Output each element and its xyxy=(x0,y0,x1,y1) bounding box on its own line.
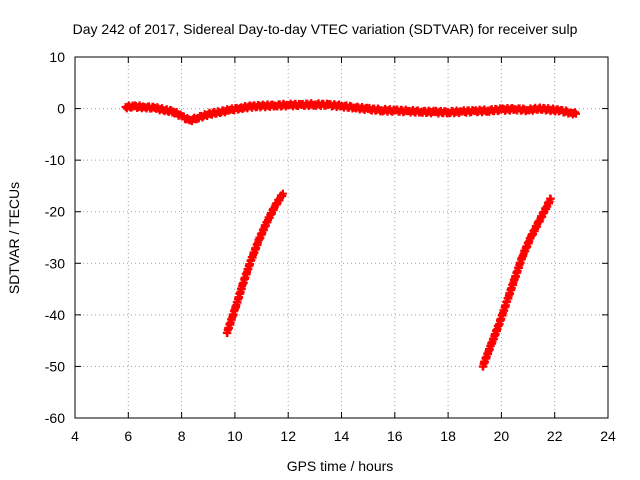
axis-ticks: 4 6 8 10 12 14 16 18 20 22 24 -60 -50 -40 -30 -20 -10 0 10 xyxy=(45,49,616,444)
x-tick-label: 16 xyxy=(387,428,403,444)
y-tick-label: 0 xyxy=(57,101,65,117)
x-tick-label: 8 xyxy=(178,428,186,444)
data-point xyxy=(572,109,581,118)
x-tick-label: 4 xyxy=(71,428,79,444)
y-tick-label: -10 xyxy=(45,152,65,168)
x-tick-label: 10 xyxy=(227,428,243,444)
x-tick-label: 6 xyxy=(124,428,132,444)
series-3 xyxy=(478,194,555,371)
x-tick-label: 24 xyxy=(600,428,616,444)
x-tick-label: 20 xyxy=(494,428,510,444)
chart-title: Day 242 of 2017, Sidereal Day-to-day VTE… xyxy=(73,21,578,37)
y-tick-label: 10 xyxy=(49,49,65,65)
series-1 xyxy=(121,99,581,126)
x-tick-label: 14 xyxy=(334,428,350,444)
x-tick-label: 18 xyxy=(440,428,456,444)
x-axis-label: GPS time / hours xyxy=(287,458,394,474)
y-tick-label: -40 xyxy=(45,307,65,323)
y-tick-label: -60 xyxy=(45,410,65,426)
y-tick-label: -50 xyxy=(45,358,65,374)
data-point xyxy=(278,189,287,198)
y-tick-label: -20 xyxy=(45,204,65,220)
y-tick-label: -30 xyxy=(45,255,65,271)
x-tick-label: 12 xyxy=(280,428,296,444)
data-point xyxy=(546,194,555,203)
y-axis-label: SDTVAR / TECUs xyxy=(6,182,22,294)
x-tick-label: 22 xyxy=(547,428,563,444)
series-2 xyxy=(222,189,287,338)
plot-frame xyxy=(74,56,609,419)
data-points xyxy=(121,99,581,371)
